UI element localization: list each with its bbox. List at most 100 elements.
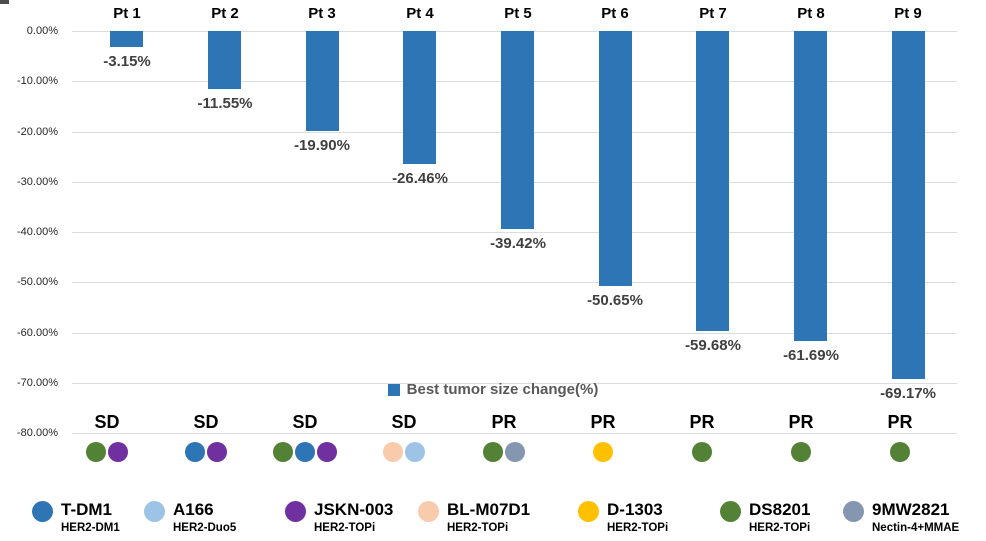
x-axis-label-pt-6: Pt 6 <box>601 5 629 22</box>
treatment-dot-ds8201-icon <box>483 442 503 462</box>
bar-pt-5 <box>501 31 534 229</box>
drug-legend-text: JSKN-003 HER2-TOPi <box>314 499 393 534</box>
drug-name: DS8201 <box>749 500 811 519</box>
y-axis-tick-label: 0.00% <box>26 25 58 37</box>
value-label-pt-3: -19.90% <box>294 137 350 154</box>
gridline <box>72 333 957 334</box>
response-label-pt-2: SD <box>193 412 219 432</box>
response-label-pt-1: SD <box>94 412 120 432</box>
gridline <box>72 232 957 233</box>
response-label-pt-7: PR <box>689 412 715 432</box>
response-label-pt-5: PR <box>491 412 517 432</box>
treatment-dot-ds8201-icon <box>890 442 910 462</box>
treatment-dot-ds8201-icon <box>86 442 106 462</box>
y-axis-tick-label: -70.00% <box>17 377 58 389</box>
value-label-pt-6: -50.65% <box>587 292 643 309</box>
treatment-dots-pt-4 <box>342 442 466 462</box>
drug-target: HER2-TOPi <box>607 522 669 534</box>
series-legend-marker-icon <box>387 383 400 396</box>
gridline <box>72 433 957 434</box>
bar-pt-1 <box>110 31 144 47</box>
bar-pt-9 <box>891 31 925 379</box>
drug-color-dot-icon <box>32 501 53 522</box>
drug-target: HER2-DM1 <box>61 522 120 534</box>
treatment-dot-a166-icon <box>405 442 425 462</box>
screenshot-corner-artifact <box>0 0 9 4</box>
y-axis-tick-label: -30.00% <box>17 176 58 188</box>
treatment-dots-pt-1 <box>45 442 169 462</box>
gridline <box>72 282 957 283</box>
x-axis-label-pt-1: Pt 1 <box>113 5 141 22</box>
response-label-pt-9: PR <box>887 412 913 432</box>
treatment-dot-jskn-003-icon <box>317 442 337 462</box>
drug-name: JSKN-003 <box>314 500 394 519</box>
gridline <box>72 383 957 384</box>
treatment-dots-pt-5 <box>442 442 566 462</box>
drug-legend-text: T-DM1 HER2-DM1 <box>61 499 120 534</box>
drug-target: Nectin-4+MMAE <box>872 522 960 534</box>
treatment-dot-ds8201-icon <box>791 442 811 462</box>
drug-legend-text: BL-M07D1 HER2-TOPi <box>447 499 530 534</box>
value-label-pt-1: -3.15% <box>103 53 151 70</box>
x-axis-label-pt-3: Pt 3 <box>308 5 336 22</box>
x-axis-label-pt-5: Pt 5 <box>504 5 532 22</box>
x-axis-label-pt-9: Pt 9 <box>894 5 922 22</box>
value-label-pt-7: -59.68% <box>685 337 741 354</box>
y-axis-tick-label: -50.00% <box>17 276 58 288</box>
value-label-pt-4: -26.46% <box>392 170 448 187</box>
bar-pt-3 <box>305 31 339 131</box>
x-axis-label-pt-7: Pt 7 <box>699 5 727 22</box>
value-label-pt-9: -69.17% <box>880 385 936 402</box>
treatment-dot-ds8201-icon <box>692 442 712 462</box>
y-axis-tick-label: -60.00% <box>17 327 58 339</box>
treatment-dots-pt-3 <box>243 442 367 462</box>
drug-color-dot-icon <box>578 501 599 522</box>
drug-legend-text: 9MW2821 Nectin-4+MMAE <box>872 499 959 534</box>
drug-legend-item-t-dm1: T-DM1 HER2-DM1 <box>32 499 120 534</box>
bar-pt-2 <box>208 31 241 89</box>
treatment-dots-pt-8 <box>739 442 863 462</box>
drug-name: T-DM1 <box>61 500 112 519</box>
drug-legend-text: DS8201 HER2-TOPi <box>749 499 810 534</box>
drug-target: HER2-TOPi <box>447 522 509 534</box>
treatment-dot-t-dm1-icon <box>295 442 315 462</box>
drug-name: 9MW2821 <box>872 500 950 519</box>
drug-target: HER2-Duo5 <box>173 522 237 534</box>
response-label-pt-3: SD <box>292 412 318 432</box>
response-label-pt-8: PR <box>788 412 814 432</box>
treatment-dot-jskn-003-icon <box>207 442 227 462</box>
drug-legend-item-ds8201: DS8201 HER2-TOPi <box>720 499 810 534</box>
series-legend: Best tumor size change(%) <box>0 381 986 398</box>
drug-legend-item-jskn-003: JSKN-003 HER2-TOPi <box>285 499 393 534</box>
treatment-dots-pt-2 <box>144 442 268 462</box>
y-axis-tick-label: -20.00% <box>17 126 58 138</box>
response-label-pt-4: SD <box>391 412 417 432</box>
drug-name: A166 <box>173 500 214 519</box>
treatment-dots-pt-9 <box>838 442 962 462</box>
value-label-pt-5: -39.42% <box>490 235 546 252</box>
x-axis-label-pt-2: Pt 2 <box>211 5 239 22</box>
drug-legend-item-d-1303: D-1303 HER2-TOPi <box>578 499 668 534</box>
value-label-pt-2: -11.55% <box>197 95 253 112</box>
drug-color-dot-icon <box>418 501 439 522</box>
x-axis-label-pt-4: Pt 4 <box>406 5 434 22</box>
treatment-dots-pt-7 <box>640 442 764 462</box>
drug-color-dot-icon <box>843 501 864 522</box>
bar-pt-8 <box>794 31 827 341</box>
series-legend-label: Best tumor size change(%) <box>406 381 599 398</box>
drug-legend-item-9mw2821: 9MW2821 Nectin-4+MMAE <box>843 499 959 534</box>
x-axis-label-pt-8: Pt 8 <box>797 5 825 22</box>
response-label-pt-6: PR <box>590 412 616 432</box>
drug-color-dot-icon <box>144 501 165 522</box>
treatment-dot-t-dm1-icon <box>185 442 205 462</box>
drug-name: BL-M07D1 <box>447 500 531 519</box>
treatment-dot-jskn-003-icon <box>108 442 128 462</box>
y-axis-tick-label: -80.00% <box>17 427 58 439</box>
bar-pt-7 <box>696 31 730 331</box>
drug-color-dot-icon <box>285 501 306 522</box>
y-axis-tick-label: -40.00% <box>17 226 58 238</box>
treatment-dot-bl-m07d1-icon <box>383 442 403 462</box>
treatment-dot-9mw2821-icon <box>505 442 525 462</box>
bar-pt-6 <box>598 31 632 286</box>
